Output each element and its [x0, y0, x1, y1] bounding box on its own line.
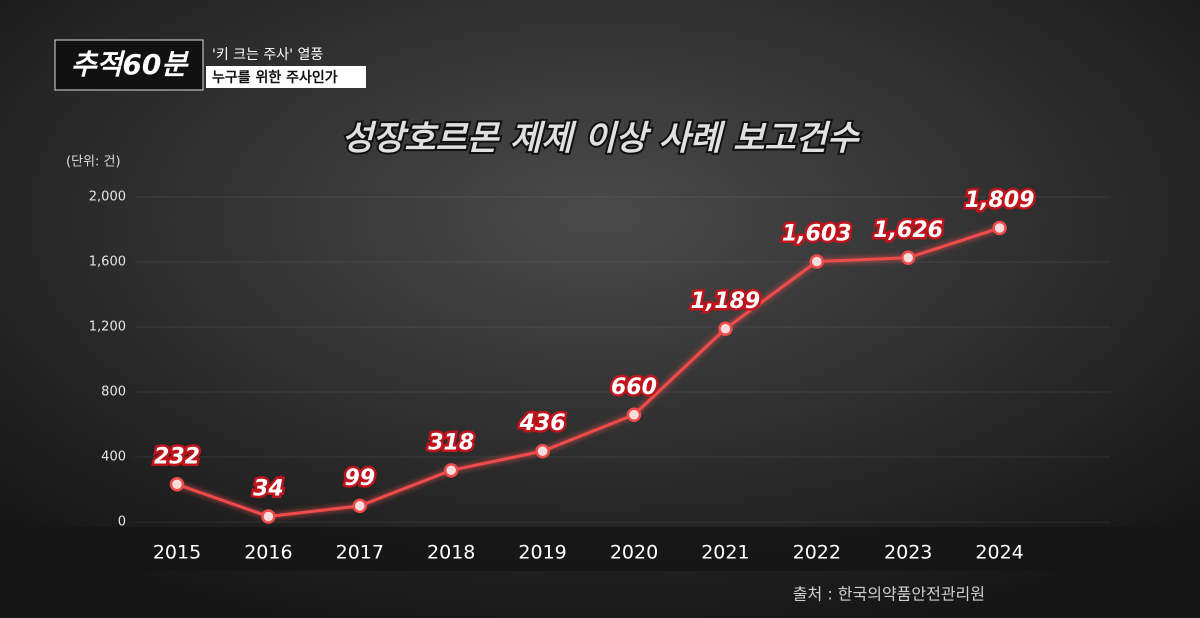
point — [535, 443, 550, 459]
point — [809, 254, 825, 269]
point — [352, 498, 368, 514]
subtitle-box — [206, 66, 366, 88]
y-tick-label: 0 — [118, 515, 126, 530]
y-tick-label: 800 — [101, 385, 126, 400]
x-tick-label: 2024 — [975, 542, 1023, 564]
x-tick-label: 2023 — [884, 542, 932, 564]
logo: 추적60분 — [71, 48, 189, 81]
line — [176, 226, 1001, 519]
x-tick-label: 2018 — [427, 542, 475, 564]
value-label: 660 — [611, 375, 657, 400]
point — [261, 509, 276, 524]
x-tick-label: 2020 — [610, 542, 658, 564]
point — [992, 220, 1007, 236]
header: 추적60분 '키 크는 주사' 열풍 누구를 위한 주사인가 — [54, 39, 366, 91]
source: 출처 : 한국의약품안전관리원 — [793, 585, 985, 604]
value-label: 1,626 — [873, 218, 943, 243]
x-tick-label: 2019 — [518, 542, 566, 564]
unit-label: (단위: 건) — [66, 155, 121, 170]
y-tick-label: 400 — [101, 450, 126, 465]
chart-title: 성장호르몬 제제 이상 사례 보고건수 — [342, 119, 861, 159]
point — [718, 321, 733, 337]
x-tick-label: 2021 — [701, 542, 749, 564]
x-tick-label: 2017 — [336, 542, 384, 564]
tagline: '키 크는 주사' 열풍 — [212, 47, 323, 63]
value-label: 1,189 — [691, 289, 761, 314]
x-tick-label: 2022 — [793, 542, 841, 564]
x-axis-band — [0, 527, 1200, 571]
value-label: 1,603 — [782, 222, 852, 247]
value-label: 1,809 — [965, 188, 1035, 213]
value-label: 318 — [428, 430, 474, 455]
y-tick-label: 1,600 — [89, 255, 126, 270]
point — [626, 407, 642, 422]
logo-box — [54, 39, 204, 91]
value-label: 232 — [154, 444, 200, 469]
value-label: 34 — [253, 476, 284, 501]
x-tick-label: 2016 — [244, 542, 292, 564]
x-tick-label: 2015 — [153, 542, 201, 564]
subtitle: 누구를 위한 주사인가 — [212, 69, 338, 86]
value-label: 99 — [344, 466, 375, 491]
point — [900, 250, 916, 266]
y-tick-label: 1,200 — [89, 320, 126, 335]
point — [443, 463, 459, 478]
value-label: 436 — [519, 411, 566, 436]
point — [169, 477, 185, 492]
y-tick-label: 2,000 — [89, 190, 126, 205]
